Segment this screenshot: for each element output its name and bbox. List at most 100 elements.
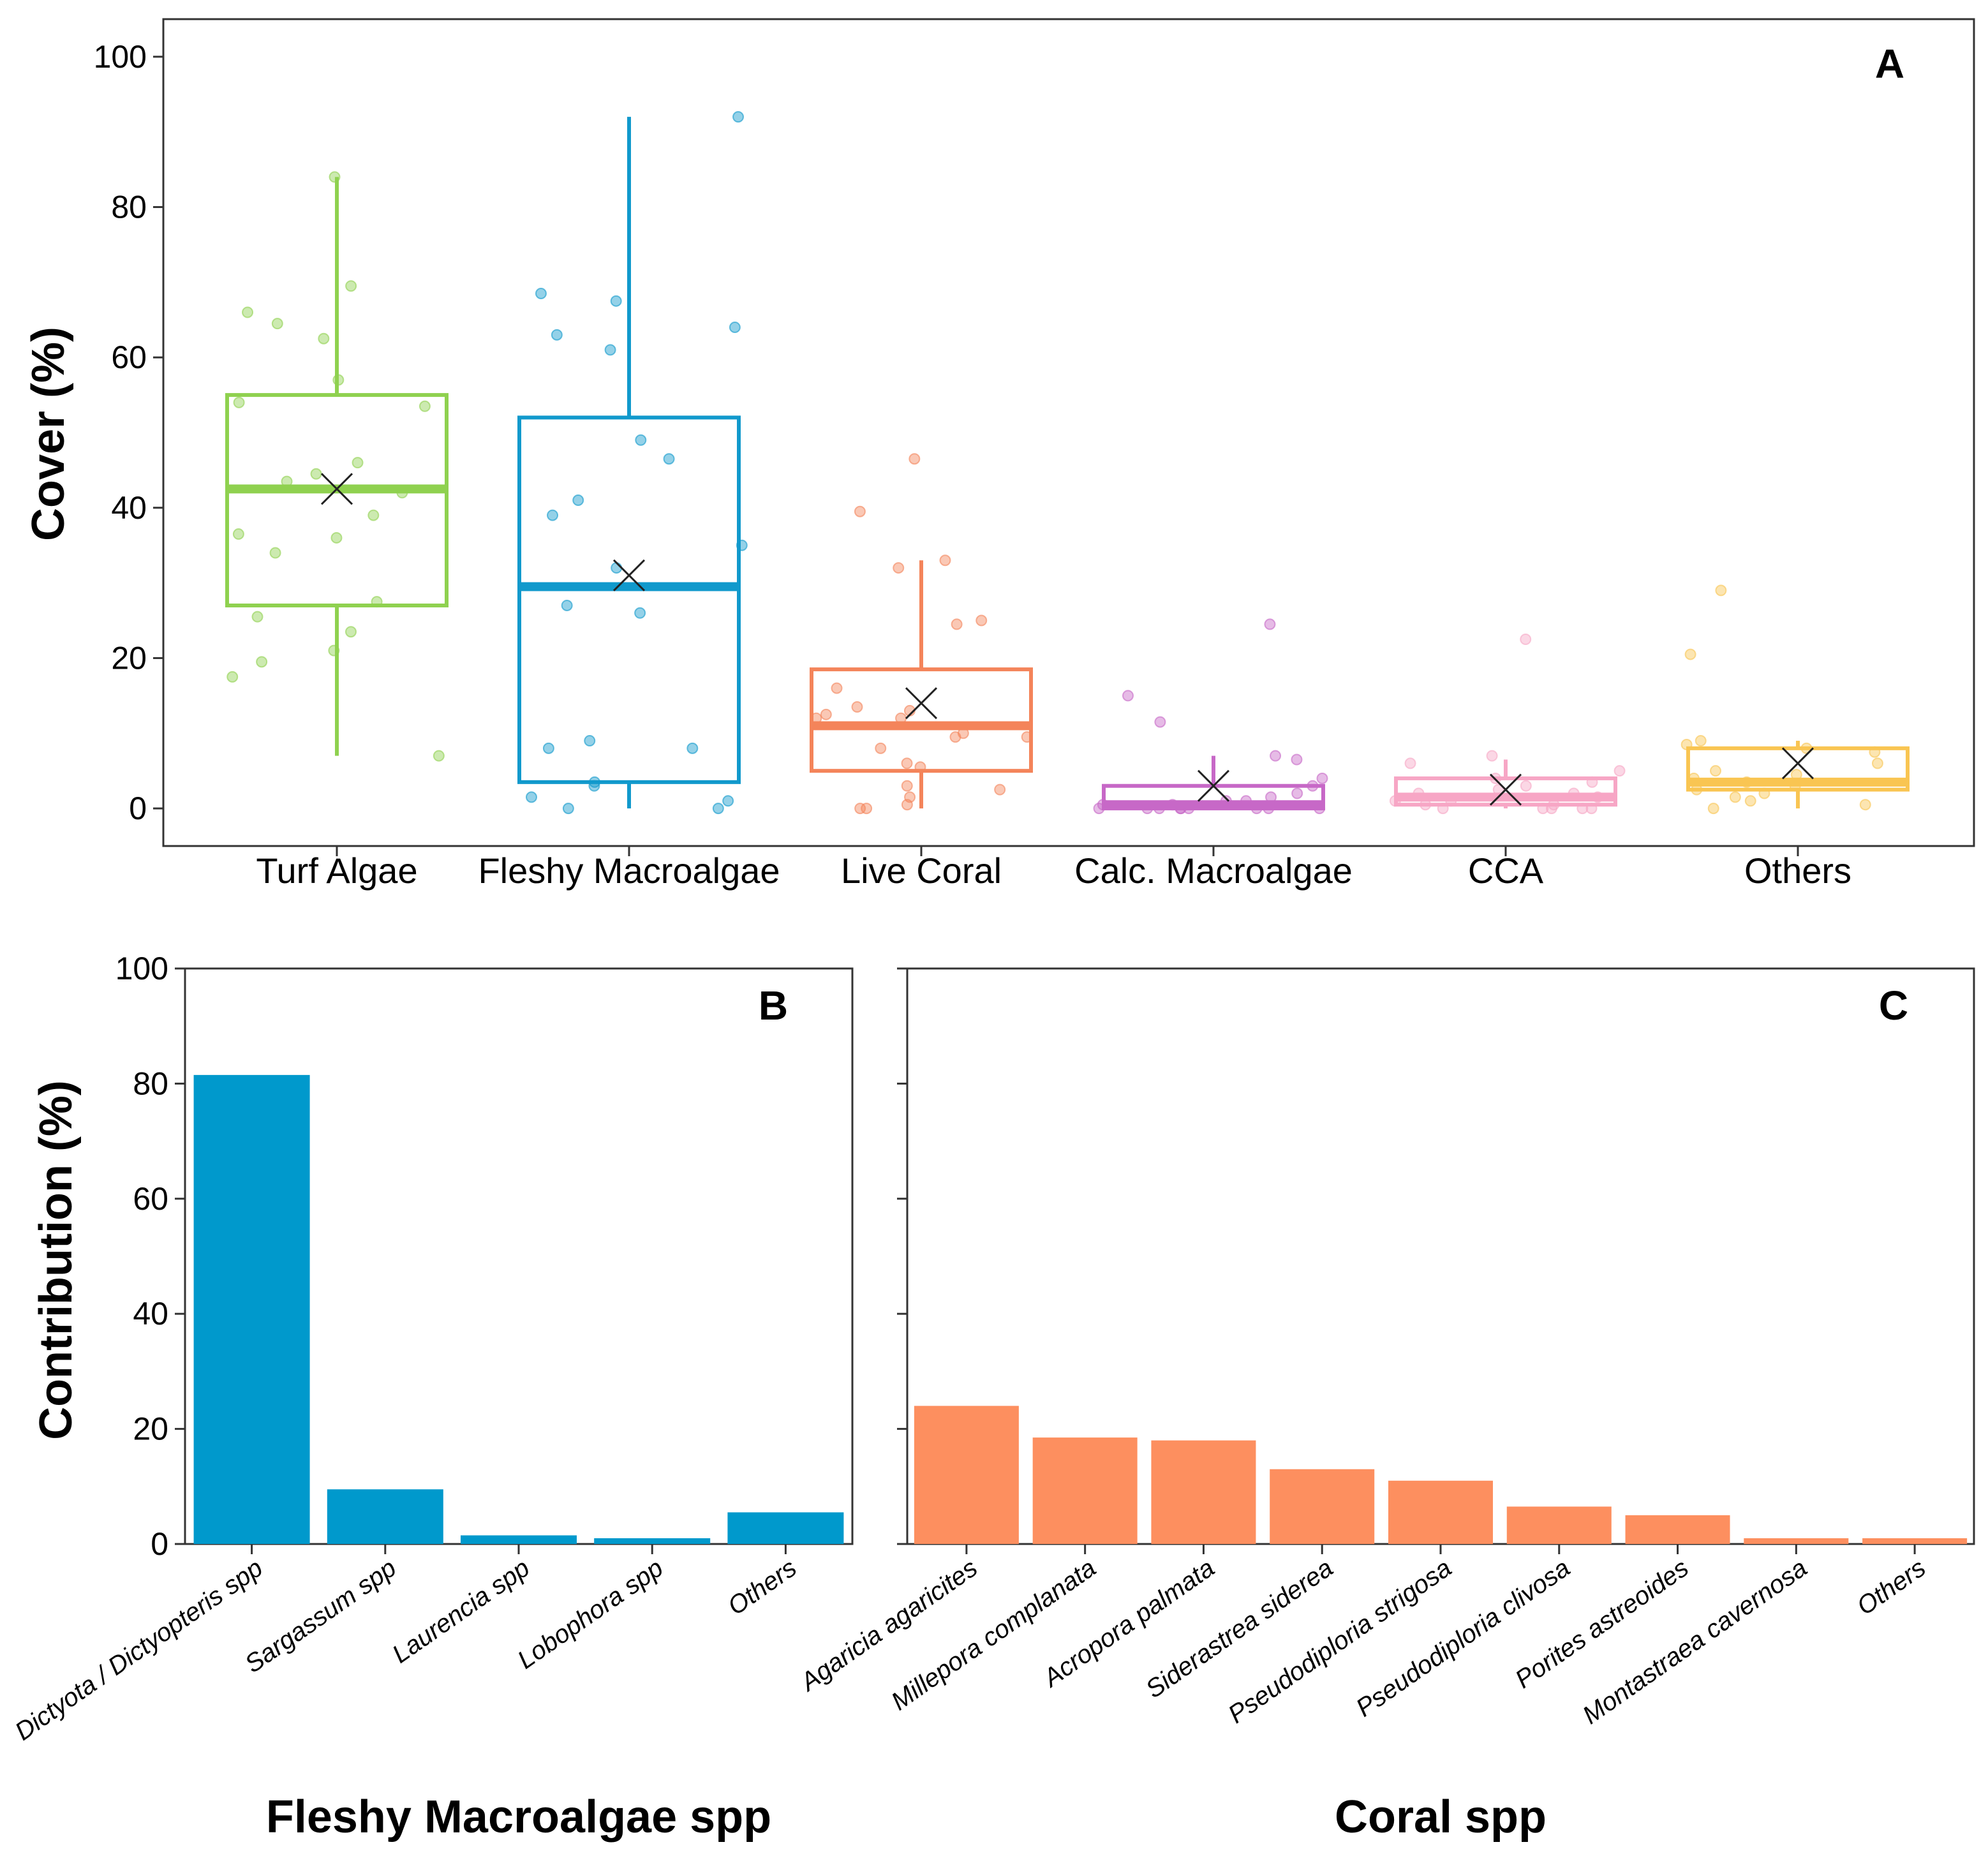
data-point — [242, 306, 254, 318]
data-point — [712, 803, 724, 815]
data-point — [851, 701, 863, 713]
mean-marker — [1197, 769, 1230, 802]
data-point — [939, 554, 951, 567]
data-point — [732, 111, 745, 123]
data-point — [729, 322, 741, 334]
data-point — [901, 780, 913, 792]
iqr-box — [1394, 776, 1617, 807]
data-point — [634, 607, 646, 619]
data-point — [1316, 772, 1328, 784]
panel-b-letter: B — [759, 983, 788, 1028]
panel-b-ytick-label: 80 — [133, 1065, 168, 1101]
data-point — [1264, 618, 1276, 630]
mean-marker — [1489, 773, 1522, 806]
data-point — [310, 468, 322, 480]
panel-b-ytick-label: 0 — [151, 1526, 168, 1562]
data-point — [561, 599, 573, 611]
panel-a-category-label: Others — [1744, 850, 1851, 891]
data-point — [271, 318, 283, 330]
panel-a-frame — [162, 18, 1975, 847]
data-point — [352, 457, 364, 469]
data-point — [1291, 787, 1303, 799]
panel-b-ytick-label: 60 — [133, 1181, 168, 1217]
mean-marker — [612, 559, 646, 591]
data-point — [909, 453, 921, 465]
data-point — [256, 656, 268, 668]
panel-b-ytick-label: 40 — [133, 1296, 168, 1332]
panel-c-category-label: Pseudodiploria clivosa — [1351, 1554, 1575, 1722]
data-point — [1684, 648, 1696, 660]
data-point — [1291, 753, 1303, 766]
panel-c-letter: C — [1879, 983, 1908, 1028]
data-point — [419, 400, 431, 412]
data-point — [535, 288, 547, 300]
data-point — [1520, 634, 1532, 645]
panel-c-bar — [1862, 1538, 1968, 1544]
panel-c-category-label: Pseudodiploria strigosa — [1223, 1554, 1457, 1729]
mean-marker — [320, 473, 353, 505]
panel-c-bar — [1151, 1440, 1256, 1544]
data-point — [525, 791, 537, 803]
data-point — [1710, 765, 1722, 777]
panel-a-ylabel: Cover (%) — [23, 327, 74, 541]
data-point — [1707, 803, 1719, 815]
panel-a-ytick-label: 100 — [94, 39, 147, 75]
data-point — [251, 611, 263, 623]
panel-c-category-label: Millepora complanata — [886, 1554, 1101, 1716]
data-point — [1520, 780, 1532, 792]
data-point — [1122, 690, 1134, 702]
data-point — [345, 626, 357, 638]
data-point — [635, 434, 647, 446]
data-point — [722, 795, 734, 807]
data-point — [345, 280, 357, 292]
data-point — [542, 742, 554, 754]
data-point — [951, 618, 963, 630]
data-point — [949, 731, 961, 743]
panel-b-ytick-label: 20 — [133, 1411, 168, 1447]
panel-c-xlabel: Coral spp — [1335, 1792, 1547, 1843]
data-point — [975, 614, 988, 627]
data-point — [562, 803, 574, 815]
mean-marker — [1781, 747, 1814, 780]
panel-b-ylabel: Contribution (%) — [31, 1080, 82, 1440]
panel-b-bar — [193, 1074, 310, 1544]
data-point — [901, 799, 913, 811]
data-point — [820, 708, 832, 720]
data-point — [604, 344, 616, 356]
panel-c-category-label: Others — [1852, 1554, 1931, 1621]
data-point — [610, 295, 622, 307]
panel-b-xlabel: Fleshy Macroalgae spp — [266, 1792, 771, 1843]
data-point — [875, 742, 887, 754]
panel-b-bar — [594, 1538, 711, 1544]
data-point — [572, 494, 584, 507]
data-point — [854, 803, 866, 815]
data-point — [1613, 765, 1626, 777]
data-point — [1695, 735, 1707, 747]
panel-b-bar — [461, 1535, 577, 1544]
panel-a-letter: A — [1875, 41, 1904, 87]
data-point — [893, 562, 905, 574]
data-point — [233, 396, 245, 408]
panel-a-plot: 0 20 40 60 80 100 Turf Algae Fleshy Macroalgae L… — [94, 39, 1910, 891]
panel-c-bar — [914, 1406, 1019, 1544]
data-point — [901, 757, 913, 769]
data-point — [226, 671, 239, 683]
data-point — [367, 509, 380, 521]
panel-a-ytick-label: 0 — [129, 790, 147, 826]
data-point — [318, 332, 330, 345]
data-point — [547, 509, 559, 521]
data-point — [1715, 584, 1727, 597]
data-point — [269, 547, 281, 559]
data-point — [686, 742, 699, 754]
data-point — [1270, 750, 1282, 762]
data-point — [1744, 795, 1756, 807]
panel-a-category-label: Fleshy Macroalgae — [478, 850, 780, 891]
data-point — [854, 505, 866, 517]
panel-a-ytick-label: 60 — [111, 339, 147, 375]
panel-b-bar — [327, 1489, 443, 1544]
data-point — [663, 453, 675, 465]
data-point — [1859, 799, 1871, 811]
